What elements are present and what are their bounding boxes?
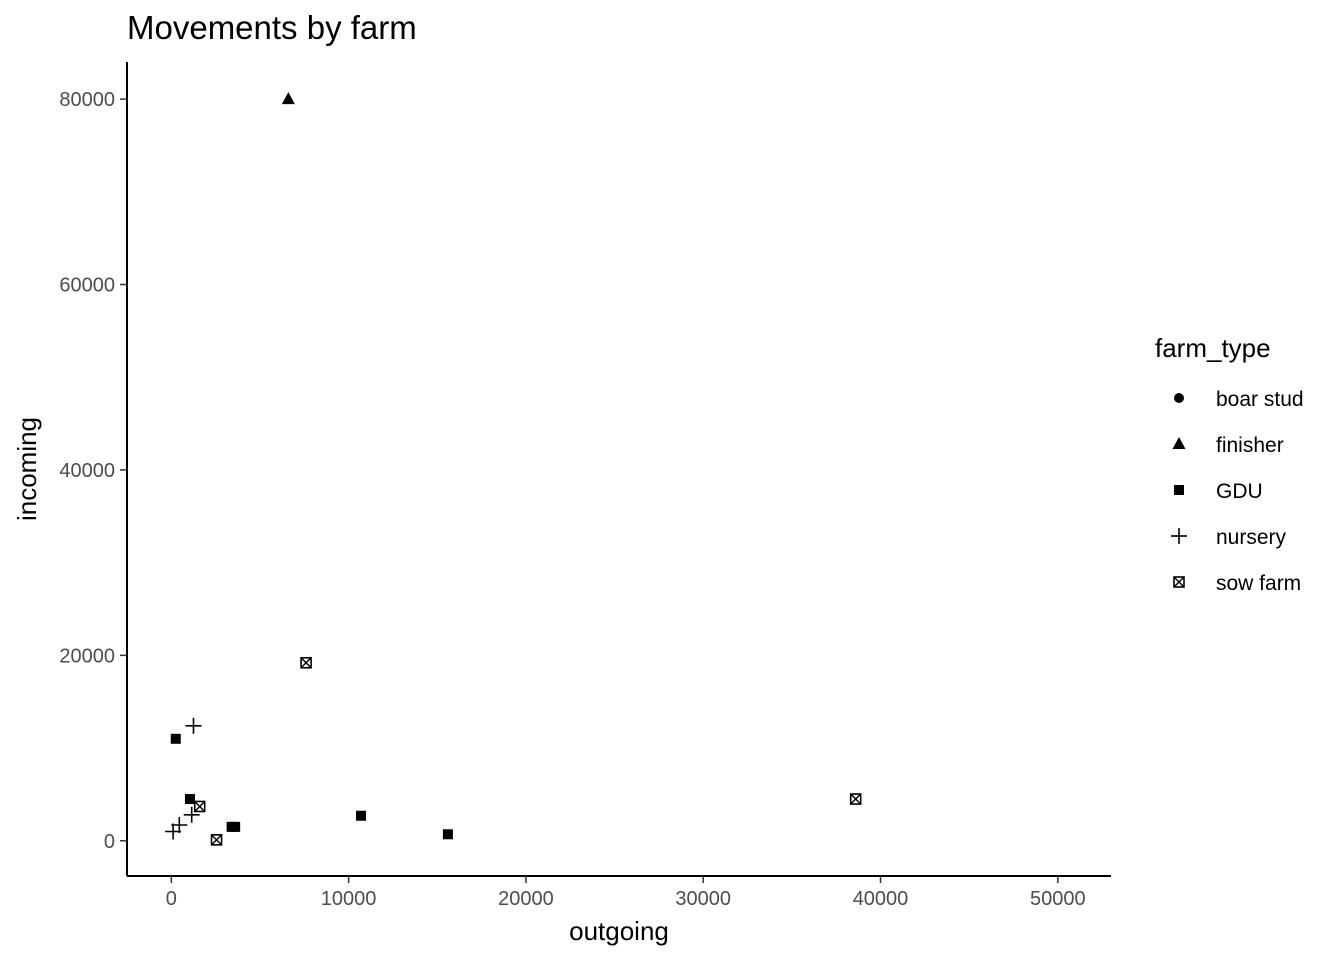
legend-entries: boar stud finisher GDU nursery sow farm [1171, 388, 1304, 595]
y-tick-label: 40000 [59, 460, 115, 482]
point-gdu [184, 794, 195, 805]
x-tick-label: 40000 [853, 888, 909, 910]
point-nursery [183, 806, 200, 823]
x-tick-label: 20000 [498, 888, 554, 910]
y-axis-title: incoming [12, 417, 42, 521]
x-tick-label: 0 [166, 888, 177, 910]
legend-key-finisher [1172, 437, 1186, 449]
legend-key-boar-stud [1174, 393, 1184, 403]
y-tick-label: 80000 [59, 89, 115, 111]
chart-title: Movements by farm [127, 9, 417, 46]
x-tick-label: 30000 [675, 888, 731, 910]
legend-title: farm_type [1155, 333, 1271, 363]
x-ticks: 0 10000 20000 30000 40000 50000 [166, 876, 1086, 910]
legend-label: GDU [1216, 480, 1263, 503]
legend-label: sow farm [1216, 572, 1301, 595]
point-gdu [356, 810, 367, 821]
legend-key-gdu [1174, 485, 1184, 495]
point-gdu [230, 821, 241, 832]
plot-area: 0 10000 20000 30000 40000 50000 0 20000 40000 60… [59, 62, 1111, 910]
point-gdu [170, 733, 181, 744]
legend: farm_type boar stud finisher GDU nursery sow… [1155, 333, 1304, 595]
legend-label: boar stud [1216, 388, 1304, 411]
point-sow-farm [193, 800, 206, 813]
point-finisher [281, 92, 295, 105]
point-sow-farm [849, 793, 862, 805]
legend-label: finisher [1216, 434, 1284, 457]
x-tick-label: 10000 [321, 888, 377, 910]
data-points [165, 92, 862, 846]
legend-key-nursery [1171, 528, 1187, 544]
legend-label: nursery [1216, 526, 1287, 549]
point-nursery [171, 817, 188, 834]
y-tick-label: 0 [104, 831, 115, 853]
point-gdu [442, 829, 453, 840]
x-tick-label: 50000 [1030, 888, 1086, 910]
x-axis-title: outgoing [569, 916, 669, 946]
point-nursery [165, 823, 182, 840]
y-tick-label: 60000 [59, 275, 115, 297]
y-ticks: 0 20000 40000 60000 80000 [59, 89, 127, 853]
point-sow-farm [210, 834, 223, 846]
legend-key-sow-farm [1173, 576, 1185, 588]
point-sow-farm [300, 656, 312, 669]
y-tick-label: 20000 [59, 645, 115, 667]
point-nursery [185, 717, 202, 734]
